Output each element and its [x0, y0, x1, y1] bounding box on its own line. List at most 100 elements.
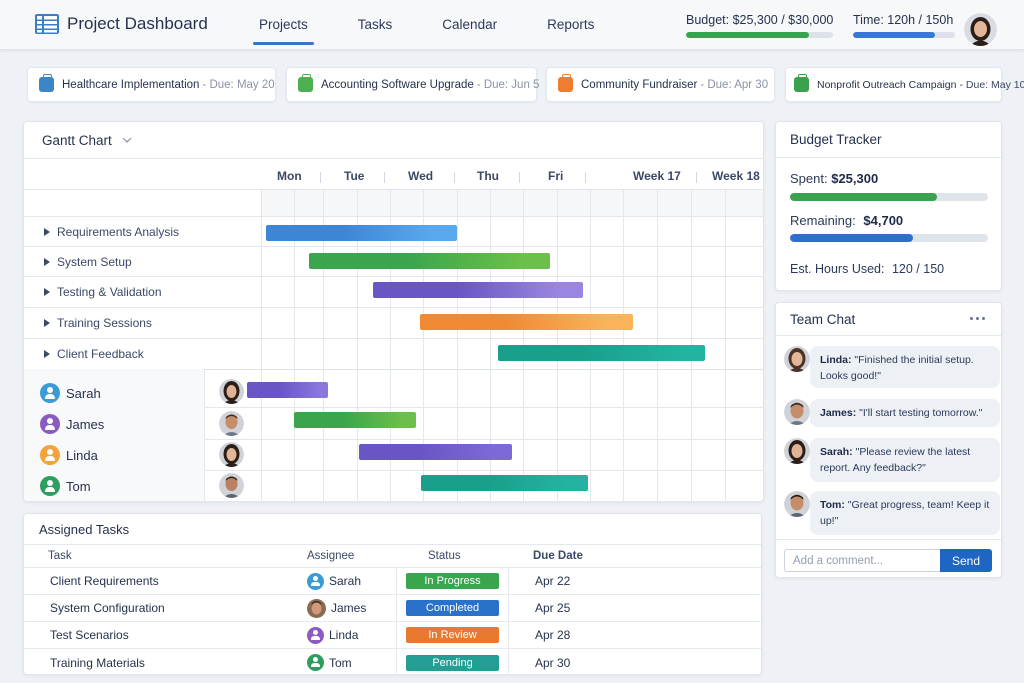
gantt-bar-training[interactable]: [420, 314, 633, 330]
gantt-task-training[interactable]: Training Sessions: [44, 316, 152, 330]
project-card-healthcare[interactable]: Healthcare Implementation - Due: May 20: [27, 67, 276, 102]
table-row[interactable]: Test Scenarios Linda In Review Apr 28: [24, 622, 761, 649]
nav-tasks[interactable]: Tasks: [357, 17, 393, 32]
message-author: Linda:: [820, 354, 852, 366]
avatar-james: [219, 411, 244, 436]
gantt-bar-tom[interactable]: [421, 475, 588, 491]
column-thu: Thu: [477, 169, 499, 183]
message-text: "Finished the initial setup. Looks good!…: [820, 354, 974, 382]
project-due: - Due: May 20: [202, 78, 275, 91]
nav-calendar[interactable]: Calendar: [442, 17, 498, 32]
table-row[interactable]: Client Requirements Sarah In Progress Ap…: [24, 568, 761, 595]
comment-input[interactable]: [784, 549, 940, 572]
assignee-name: Linda: [329, 628, 359, 642]
hours-value: 120 / 150: [891, 262, 945, 276]
gantt-bar-system-setup[interactable]: [309, 253, 550, 269]
user-icon: [40, 383, 60, 403]
avatar-tom: [784, 491, 810, 517]
more-horizontal-icon[interactable]: [970, 317, 985, 320]
person-linda[interactable]: Linda: [40, 445, 98, 465]
user-icon: [40, 476, 60, 496]
budget-meter-label: Budget: $25,300 / $30,000: [686, 13, 834, 27]
table-row[interactable]: Training Materials Tom Pending Apr 30: [24, 649, 761, 674]
row-line: [24, 470, 763, 471]
task-label: Training Sessions: [57, 316, 152, 330]
message-bubble: James: "I'll start testing tomorrow.": [810, 399, 1000, 427]
gantt-bar-james[interactable]: [294, 412, 416, 428]
send-button[interactable]: Send: [940, 549, 992, 572]
due-date: Apr 30: [535, 655, 571, 670]
status-badge: Completed: [406, 600, 499, 616]
assigned-tasks-title: Assigned Tasks: [24, 514, 761, 545]
person-sarah[interactable]: Sarah: [40, 383, 101, 403]
main-nav: Projects Tasks Calendar Reports: [253, 0, 638, 50]
gantt-task-requirements[interactable]: Requirements Analysis: [44, 225, 179, 239]
assignee-name: Sarah: [329, 574, 362, 588]
avatar-linda: [219, 442, 244, 467]
gantt-task-system-setup[interactable]: System Setup: [44, 255, 132, 269]
donation-box-icon: [558, 74, 573, 92]
grid-line: [294, 190, 295, 501]
header-task[interactable]: Task: [48, 550, 72, 562]
gantt-bar-testing[interactable]: [373, 282, 583, 298]
row-line: [24, 369, 763, 370]
message-text: "Please review the latest report. Any fe…: [820, 446, 971, 474]
due-date: Apr 22: [535, 574, 571, 588]
remaining-value: $4,700: [863, 213, 904, 228]
project-name: Healthcare Implementation: [62, 78, 200, 91]
gantt-bar-linda[interactable]: [359, 444, 512, 460]
gantt-task-client-feedback[interactable]: Client Feedback: [44, 347, 144, 361]
budget-tracker-title: Budget Tracker: [776, 122, 1001, 158]
gantt-panel: Gantt Chart Mon Tue Wed Thu Fri Week 17 …: [23, 121, 764, 502]
person-james[interactable]: James: [40, 414, 104, 434]
chevron-down-icon[interactable]: [122, 137, 132, 143]
calculator-icon: [298, 74, 313, 92]
project-due: - Due: Jun 5: [476, 78, 540, 91]
header-status[interactable]: Status: [428, 550, 461, 562]
spent-line: Spent: $25,300: [790, 171, 878, 186]
due-date: Apr 28: [535, 628, 571, 642]
gantt-title: Gantt Chart: [42, 132, 112, 148]
project-due: - Due: May 10: [959, 78, 1024, 91]
column-divider: [696, 172, 697, 183]
project-card-accounting[interactable]: Accounting Software Upgrade - Due: Jun 5: [286, 67, 540, 102]
task-label: Testing & Validation: [57, 285, 162, 299]
header-due-date[interactable]: Due Date: [533, 550, 583, 562]
user-avatar[interactable]: [964, 13, 997, 46]
expand-triangle-icon[interactable]: [44, 228, 50, 236]
column-divider: [320, 172, 321, 183]
time-meter: Time: 120h / 150h: [853, 13, 955, 38]
user-icon: [40, 445, 60, 465]
table-row[interactable]: System Configuration James Completed Apr…: [24, 595, 761, 622]
grid-line: [357, 190, 358, 501]
avatar-sarah: [784, 438, 810, 464]
status-badge: In Progress: [406, 573, 499, 589]
expand-triangle-icon[interactable]: [44, 258, 50, 266]
person-tom[interactable]: Tom: [40, 476, 91, 496]
project-card-fundraiser[interactable]: Community Fundraiser - Due: Apr 30: [546, 67, 775, 102]
gantt-bar-client-feedback[interactable]: [498, 345, 705, 361]
gantt-bar-requirements[interactable]: [266, 225, 457, 241]
gantt-task-testing[interactable]: Testing & Validation: [44, 285, 162, 299]
remaining-progress-track: [790, 234, 988, 242]
task-label: Client Feedback: [57, 347, 144, 361]
message-author: James:: [820, 407, 857, 419]
expand-triangle-icon[interactable]: [44, 288, 50, 296]
assignee-name: James: [331, 601, 367, 615]
spent-value: $25,300: [831, 171, 879, 186]
chat-divider: [776, 539, 1001, 540]
header-assignee[interactable]: Assignee: [307, 550, 355, 562]
team-chat-header: Team Chat: [776, 303, 1001, 336]
expand-triangle-icon[interactable]: [44, 350, 50, 358]
grid-line: [457, 190, 458, 501]
row-line: [24, 246, 763, 247]
gantt-bar-sarah[interactable]: [247, 382, 328, 398]
expand-triangle-icon[interactable]: [44, 319, 50, 327]
project-card-outreach[interactable]: Nonprofit Outreach Campaign - Due: May 1…: [785, 67, 1024, 102]
row-line: [24, 216, 763, 217]
nav-reports[interactable]: Reports: [547, 17, 595, 32]
avatar-sarah: [219, 379, 244, 404]
remaining-progress-fill: [790, 234, 913, 242]
column-wed: Wed: [408, 169, 434, 183]
nav-projects[interactable]: Projects: [253, 0, 314, 50]
